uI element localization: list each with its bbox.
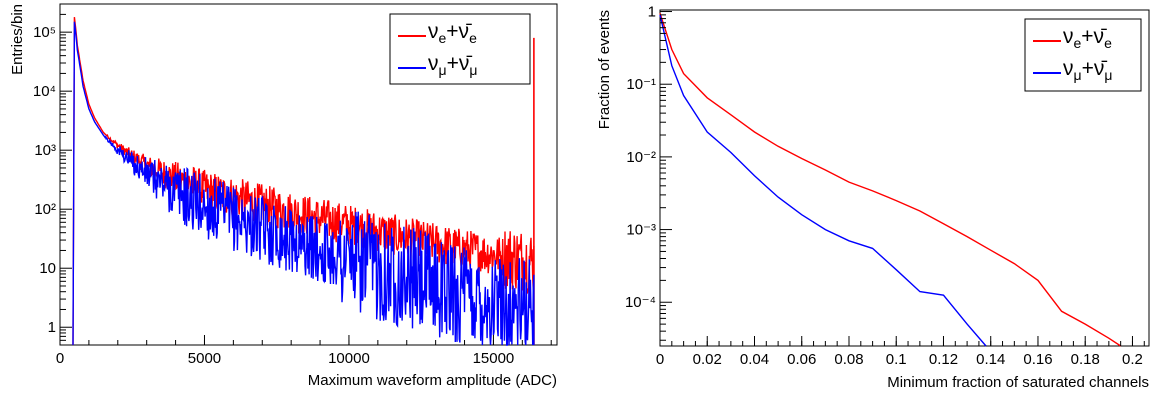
x-tick-label: 0.16: [1023, 351, 1052, 368]
y-tick-label: 10⁻⁴: [625, 294, 656, 311]
plot-frame: [659, 9, 1150, 347]
legend-label: νμ+ν̄μ: [1063, 57, 1113, 84]
legend-box: [389, 13, 531, 85]
x-tick-label: 0.2: [1122, 351, 1143, 368]
legend-label: νe+ν̄e: [428, 20, 477, 47]
x-axis-label: Minimum fraction of saturated channels: [887, 374, 1149, 391]
right-chart: 0 0.02 0.04 0.06 0.08 0.1 0.12 0.14 0.16 0.18 0.2 1…: [596, 4, 1150, 391]
x-tick-label: 15000: [473, 350, 515, 367]
y-tick-label: 10³: [34, 142, 56, 159]
y-axis-label: Fraction of events: [596, 10, 613, 129]
y-tick-label: 1: [48, 319, 56, 336]
y-tick-label: 10⁵: [33, 24, 56, 41]
legend-box: [1024, 18, 1142, 92]
x-tick-label: 0.12: [929, 351, 958, 368]
y-tick-label: 10: [39, 260, 56, 277]
x-tick-label: 0: [656, 351, 664, 368]
x-tick-label: 0.08: [834, 351, 863, 368]
y-tick-label: 10⁴: [33, 83, 56, 100]
y-tick-label: 10⁻²: [626, 149, 656, 166]
x-tick-label: 10000: [328, 350, 370, 367]
x-tick-label: 0.18: [1071, 351, 1100, 368]
x-tick-label: 0: [56, 350, 64, 367]
legend-label: νμ+ν̄μ: [428, 52, 478, 79]
series-line-1: [72, 21, 535, 346]
series-line-0: [659, 12, 1122, 347]
x-tick-label: 0.1: [886, 351, 907, 368]
legend-label: νe+ν̄e: [1063, 25, 1112, 52]
y-tick-label: 1: [648, 4, 656, 21]
y-axis-label: Entries/bin: [9, 4, 26, 75]
x-tick-label: 0.14: [976, 351, 1005, 368]
series-line-1: [659, 14, 987, 347]
x-tick-label: 0.04: [740, 351, 769, 368]
plot-frame: [59, 3, 558, 346]
y-tick-label: 10⁻¹: [626, 76, 656, 93]
y-tick-label: 10⁻³: [626, 222, 656, 239]
y-tick-label: 10²: [34, 201, 56, 218]
series-line-0: [72, 17, 535, 346]
x-tick-label: 5000: [188, 350, 221, 367]
x-tick-label: 0.02: [693, 351, 722, 368]
x-tick-label: 0.06: [787, 351, 816, 368]
left-chart: 0 5000 10000 15000 1 10 10² 10³ 10⁴ 10⁵ Maximum wa…: [9, 3, 558, 389]
x-axis-label: Maximum waveform amplitude (ADC): [308, 372, 557, 389]
